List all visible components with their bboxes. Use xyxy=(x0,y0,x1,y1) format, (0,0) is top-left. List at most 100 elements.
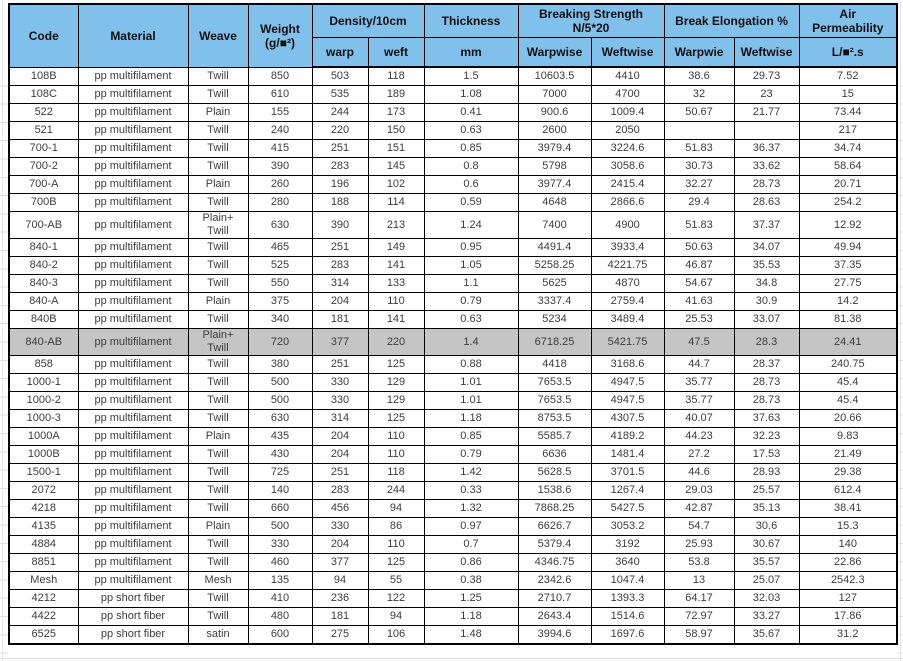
spreadsheet-gridlines-left xyxy=(0,68,8,658)
cell-weft: 110 xyxy=(367,445,425,464)
cell-weight: 500 xyxy=(247,373,313,392)
cell-air-permeability: 58.64 xyxy=(798,157,898,176)
cell-bs-weftwise: 2759.4 xyxy=(590,292,665,311)
cell-weft: 110 xyxy=(367,292,425,311)
cell-air-permeability: 14.2 xyxy=(798,292,898,311)
cell-thickness: 1.05 xyxy=(423,256,519,275)
cell-air-permeability: 20.66 xyxy=(798,409,898,428)
table-row: 6525 pp short fiber satin 600 275 106 1.48 3994… xyxy=(8,625,898,645)
cell-material: pp multifilament xyxy=(77,481,189,500)
cell-weft: 55 xyxy=(367,571,425,590)
cell-material: pp multifilament xyxy=(77,427,189,446)
cell-bs-warpwise: 5258.25 xyxy=(517,256,592,275)
spreadsheet-gridline-vertical-left xyxy=(2,0,3,661)
cell-el-weftwise: 34.07 xyxy=(733,238,800,257)
cell-bs-weftwise: 4947.5 xyxy=(590,373,665,392)
cell-air-permeability: 37.35 xyxy=(798,256,898,275)
cell-el-weftwise: 23 xyxy=(733,85,800,104)
cell-thickness: 0.85 xyxy=(423,427,519,446)
cell-code: 521 xyxy=(8,121,79,140)
cell-material: pp multifilament xyxy=(77,292,189,311)
header-breaking-line2: N/5*20 xyxy=(572,21,610,35)
cell-material: pp multifilament xyxy=(77,157,189,176)
cell-weave: Plain xyxy=(187,427,249,446)
cell-el-weftwise: 32.23 xyxy=(733,427,800,446)
cell-code: 8851 xyxy=(8,553,79,572)
cell-weave: Twill xyxy=(187,310,249,329)
header-breaking-strength-group: Breaking Strength N/5*20 xyxy=(517,3,665,38)
table-row: Mesh pp multifilament Mesh 135 94 55 0.38 2342.… xyxy=(8,571,898,590)
header-elongation-warpwise: Warpwie xyxy=(663,37,735,68)
cell-weft: 86 xyxy=(367,517,425,536)
cell-weft: 173 xyxy=(367,103,425,122)
cell-warp: 181 xyxy=(311,607,369,626)
cell-el-weftwise: 36.37 xyxy=(733,139,800,158)
cell-warp: 204 xyxy=(311,292,369,311)
cell-bs-weftwise: 5421.75 xyxy=(590,328,665,356)
cell-el-weftwise: 35.13 xyxy=(733,499,800,518)
cell-air-permeability: 217 xyxy=(798,121,898,140)
header-air-line1: Air xyxy=(839,7,857,21)
cell-weave: Twill xyxy=(187,238,249,257)
cell-el-weftwise: 25.07 xyxy=(733,571,800,590)
cell-weft: 110 xyxy=(367,427,425,446)
cell-code: Mesh xyxy=(8,571,79,590)
cell-air-permeability: 2542.3 xyxy=(798,571,898,590)
cell-warp: 377 xyxy=(311,553,369,572)
cell-el-warpwise: 51.83 xyxy=(663,211,735,239)
cell-el-weftwise: 33.07 xyxy=(733,310,800,329)
cell-bs-warpwise: 8753.5 xyxy=(517,409,592,428)
cell-material: pp multifilament xyxy=(77,274,189,293)
cell-bs-warpwise: 7653.5 xyxy=(517,391,592,410)
cell-el-warpwise: 50.67 xyxy=(663,103,735,122)
cell-bs-weftwise: 1481.4 xyxy=(590,445,665,464)
cell-warp: 314 xyxy=(311,409,369,428)
table-row: 700-A pp multifilament Plain 260 196 102 0.6 39… xyxy=(8,175,898,194)
table-row: 521 pp multifilament Twill 240 220 150 0.63 260… xyxy=(8,121,898,140)
cell-bs-weftwise: 3053.2 xyxy=(590,517,665,536)
table-row: 840B pp multifilament Twill 340 181 141 0.63 52… xyxy=(8,310,898,329)
cell-warp: 330 xyxy=(311,373,369,392)
cell-air-permeability: 34.74 xyxy=(798,139,898,158)
cell-code: 700-A xyxy=(8,175,79,194)
header-break-elongation-group: Break Elongation % xyxy=(663,3,800,38)
cell-weft: 213 xyxy=(367,211,425,239)
cell-weave: Plain xyxy=(187,517,249,536)
cell-bs-weftwise: 1009.4 xyxy=(590,103,665,122)
cell-material: pp multifilament xyxy=(77,553,189,572)
cell-bs-weftwise: 3933.4 xyxy=(590,238,665,257)
cell-bs-weftwise: 3224.6 xyxy=(590,139,665,158)
cell-weave: Twill xyxy=(187,481,249,500)
header-air-unit: L/■².s xyxy=(798,37,898,68)
header-elongation-weftwise: Weftwise xyxy=(733,37,800,68)
cell-el-warpwise xyxy=(663,121,735,140)
cell-weight: 525 xyxy=(247,256,313,275)
cell-bs-weftwise: 3058.6 xyxy=(590,157,665,176)
cell-el-weftwise: 35.67 xyxy=(733,625,800,645)
cell-air-permeability: 15.3 xyxy=(798,517,898,536)
cell-el-weftwise: 30.9 xyxy=(733,292,800,311)
header-code: Code xyxy=(8,3,79,68)
table-row: 700-AB pp multifilament Plain+ Twill 630 390… xyxy=(8,211,898,239)
cell-el-warpwise: 53.8 xyxy=(663,553,735,572)
cell-weave: Twill xyxy=(187,535,249,554)
cell-code: 1000A xyxy=(8,427,79,446)
table-row: 700-2 pp multifilament Twill 390 283 145 0.8 57… xyxy=(8,157,898,176)
cell-el-warpwise: 27.2 xyxy=(663,445,735,464)
cell-el-warpwise: 50.63 xyxy=(663,238,735,257)
cell-code: 4135 xyxy=(8,517,79,536)
cell-weave: Twill xyxy=(187,121,249,140)
cell-el-warpwise: 38.6 xyxy=(663,66,735,86)
cell-air-permeability: 240.75 xyxy=(798,355,898,374)
header-breaking-warpwise: Warpwise xyxy=(517,37,592,68)
cell-code: 1000B xyxy=(8,445,79,464)
cell-thickness: 1.24 xyxy=(423,211,519,239)
cell-warp: 275 xyxy=(311,625,369,645)
cell-weight: 240 xyxy=(247,121,313,140)
cell-weft: 114 xyxy=(367,193,425,212)
table-row: 840-2 pp multifilament Twill 525 283 141 1.05 5… xyxy=(8,256,898,275)
cell-weave: Twill xyxy=(187,409,249,428)
cell-warp: 251 xyxy=(311,463,369,482)
header-thickness: Thickness xyxy=(423,3,519,38)
cell-code: 840-A xyxy=(8,292,79,311)
